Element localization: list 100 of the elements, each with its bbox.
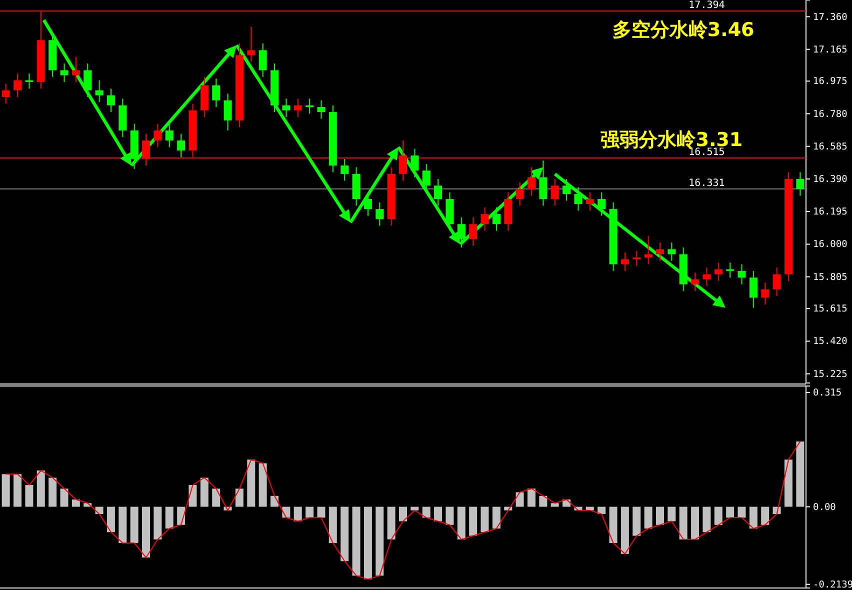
bar (668, 506, 676, 522)
candlestick (177, 133, 186, 158)
bar (422, 506, 430, 518)
y-tick-label: 15.225 (813, 368, 848, 380)
candlestick (644, 235, 652, 265)
candlestick (376, 202, 384, 226)
candlestick (434, 178, 442, 206)
candlestick (340, 158, 349, 182)
bar (434, 506, 442, 522)
candlestick (106, 88, 115, 113)
y-tick-label: 16.390 (813, 174, 848, 185)
candlestick (738, 264, 746, 285)
candlestick (247, 26, 256, 62)
y-tick-label: 15.805 (813, 272, 848, 283)
bar (749, 506, 758, 529)
candlestick (574, 186, 582, 212)
bar (796, 441, 804, 507)
candlestick (14, 73, 22, 98)
bar (410, 506, 419, 510)
bar (387, 506, 396, 540)
candlestick (282, 98, 290, 118)
bar (469, 506, 478, 536)
candlestick (60, 63, 68, 82)
candlestick (527, 166, 536, 196)
candlestick (539, 160, 548, 206)
bar (527, 488, 536, 507)
y-tick-label: 16.975 (813, 76, 848, 88)
line-series (5, 440, 801, 580)
candlestick (165, 123, 174, 148)
bar (620, 506, 629, 554)
bar (106, 506, 115, 532)
y-tick-label: 16.585 (813, 141, 848, 152)
y-tick-label: 16.000 (813, 239, 848, 250)
bar (691, 506, 700, 540)
bar (784, 460, 792, 507)
candlestick (761, 282, 770, 305)
candlestick (410, 148, 419, 178)
y-tick-label: 17.360 (813, 12, 848, 23)
bar (761, 506, 770, 525)
bar (457, 506, 466, 540)
y-tick-label: -0.2139 (813, 579, 852, 590)
bar (352, 506, 360, 576)
candlestick (562, 178, 571, 202)
y-tick-label: 16.780 (813, 108, 848, 120)
candlestick (749, 270, 758, 308)
bar (72, 500, 80, 507)
bar (165, 506, 174, 529)
bar (188, 485, 197, 507)
bar (14, 474, 22, 507)
candlestick (516, 182, 524, 206)
candlestick (95, 80, 104, 103)
bar (644, 506, 652, 529)
bar (702, 506, 711, 532)
candlestick (668, 242, 676, 262)
bar (142, 506, 150, 558)
bar (480, 506, 489, 532)
candlestick (796, 172, 804, 196)
bar (632, 506, 641, 536)
bar (235, 488, 244, 507)
bar (516, 492, 524, 507)
y-tick-label: 16.195 (813, 206, 848, 218)
candlestick (620, 252, 629, 272)
y-tick-label: 15.420 (813, 336, 848, 348)
candlestick (480, 206, 489, 232)
candlestick (598, 192, 606, 216)
bar (340, 506, 349, 562)
bar (399, 506, 407, 522)
bar (364, 506, 372, 580)
bar (154, 506, 162, 540)
bar (130, 506, 138, 544)
bar (247, 460, 256, 507)
candlestick (2, 83, 10, 104)
bar (328, 506, 337, 544)
candlestick (714, 262, 722, 282)
candlestick (224, 93, 232, 131)
candlestick (84, 63, 92, 98)
ref-line-label: 17.394 (688, 0, 725, 12)
bar (60, 488, 68, 507)
bar (294, 506, 302, 522)
y-tick-label: 15.615 (813, 304, 848, 315)
bar (118, 506, 127, 544)
candlestick (72, 56, 80, 82)
candlestick (154, 123, 162, 148)
bar (200, 478, 208, 507)
bar (550, 503, 559, 507)
candlestick (702, 267, 711, 286)
bar (726, 506, 734, 518)
y-tick-label: 0.00 (813, 502, 836, 513)
candlestick (550, 178, 559, 206)
candlestick (457, 216, 466, 248)
bar (609, 506, 618, 544)
bar (679, 506, 688, 540)
bar (492, 506, 500, 529)
bar (48, 478, 57, 507)
bar (376, 506, 384, 576)
bar (539, 496, 548, 507)
bar (714, 506, 722, 525)
bar (656, 506, 664, 525)
bar (212, 488, 220, 507)
candlestick (656, 242, 664, 262)
